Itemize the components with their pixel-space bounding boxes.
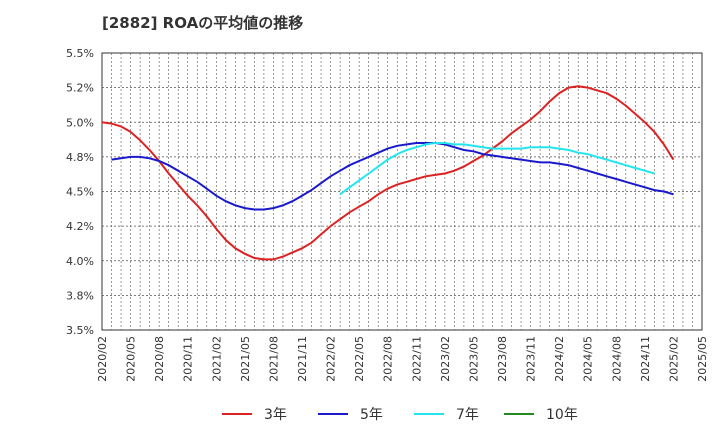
legend-label-1: 3年 bbox=[264, 407, 287, 423]
y-tick-label: 4.5% bbox=[66, 186, 94, 199]
y-tick-label: 5.5% bbox=[66, 47, 94, 60]
y-tick-label: 4.2% bbox=[66, 220, 94, 233]
x-tick-label: 2020/11 bbox=[182, 336, 195, 382]
x-tick-label: 2022/11 bbox=[410, 336, 423, 382]
series-line-1 bbox=[101, 85, 675, 261]
x-tick-label: 2020/05 bbox=[125, 336, 138, 382]
y-tick-label: 3.5% bbox=[66, 324, 94, 337]
chart-title: [2882] ROAの平均値の推移 bbox=[102, 14, 304, 32]
x-tick-label: 2023/05 bbox=[467, 336, 480, 382]
x-tick-label: 2025/05 bbox=[696, 336, 709, 382]
x-tick-label: 2024/05 bbox=[582, 336, 595, 382]
y-tick-label: 4.8% bbox=[66, 151, 94, 164]
y-tick-label: 5.0% bbox=[66, 116, 94, 129]
x-tick-label: 2020/08 bbox=[153, 336, 166, 382]
x-tick-label: 2021/11 bbox=[296, 336, 309, 382]
x-tick-label: 2021/08 bbox=[267, 336, 280, 382]
legend-label-2: 5年 bbox=[360, 407, 383, 423]
x-tick-label: 2020/02 bbox=[96, 336, 109, 382]
x-tick-label: 2021/02 bbox=[210, 336, 223, 382]
series-line-3 bbox=[339, 142, 655, 196]
x-tick-label: 2023/08 bbox=[496, 336, 509, 382]
x-tick-label: 2024/08 bbox=[610, 336, 623, 382]
legend-label-3: 7年 bbox=[456, 407, 479, 423]
x-tick-label: 2024/02 bbox=[553, 336, 566, 382]
y-tick-label: 5.2% bbox=[66, 82, 94, 95]
x-tick-label: 2021/05 bbox=[239, 336, 252, 382]
x-tick-label: 2024/11 bbox=[639, 336, 652, 382]
x-tick-label: 2022/02 bbox=[325, 336, 338, 382]
x-tick-label: 2023/02 bbox=[439, 336, 452, 382]
x-tick-label: 2022/05 bbox=[353, 336, 366, 382]
y-tick-label: 4.0% bbox=[66, 255, 94, 268]
x-tick-label: 2022/08 bbox=[382, 336, 395, 382]
legend-label-4: 10年 bbox=[546, 407, 578, 423]
y-tick-label: 3.8% bbox=[66, 289, 94, 302]
x-tick-label: 2025/02 bbox=[667, 336, 680, 382]
x-tick-label: 2023/11 bbox=[525, 336, 538, 382]
series-line-2 bbox=[111, 142, 674, 211]
